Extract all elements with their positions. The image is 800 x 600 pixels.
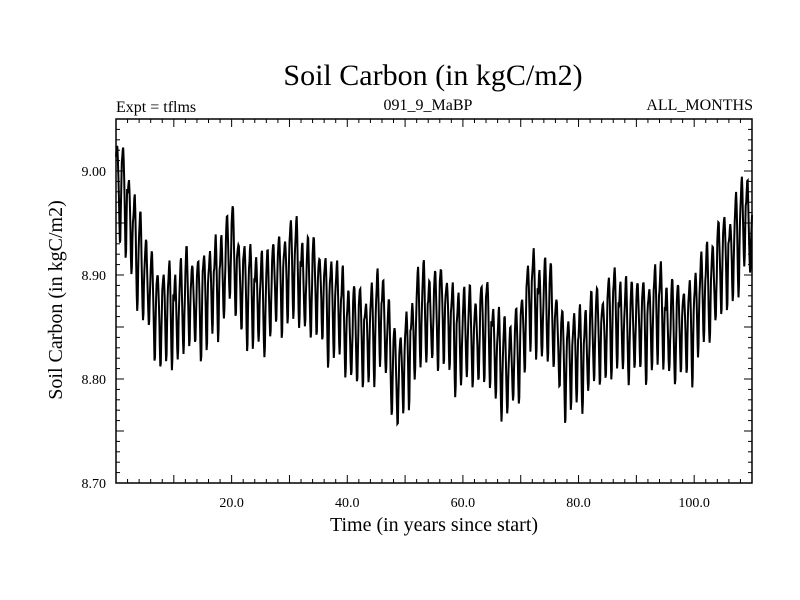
- subtitle-months: ALL_MONTHS: [646, 97, 753, 114]
- y-tick-label: 8.90: [82, 269, 107, 284]
- y-axis-label: Soil Carbon (in kgC/m2): [45, 200, 67, 399]
- y-tick-label: 8.80: [82, 373, 107, 388]
- subtitle-period: 091_9_MaBP: [384, 97, 473, 114]
- soil-carbon-series-line: [115, 145, 753, 427]
- x-tick-label: 80.0: [566, 496, 591, 511]
- x-tick-label: 40.0: [335, 496, 360, 511]
- chart-title: Soil Carbon (in kgC/m2): [283, 59, 582, 92]
- y-tick-label: 8.70: [82, 477, 107, 492]
- subtitle-experiment: Expt = tflms: [116, 99, 196, 116]
- axis-ticks: [116, 119, 752, 483]
- x-tick-label: 100.0: [678, 496, 710, 511]
- x-tick-label: 60.0: [451, 496, 476, 511]
- x-tick-label: 20.0: [219, 496, 244, 511]
- plot-frame: [115, 118, 753, 484]
- x-axis-label: Time (in years since start): [330, 514, 538, 536]
- tick-labels: 20.0 40.0 60.0 80.0 100.0 8.70 8.80 8.90 9.00: [82, 165, 710, 511]
- y-tick-label: 9.00: [82, 165, 107, 180]
